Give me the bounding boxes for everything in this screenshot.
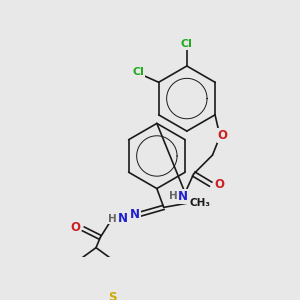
Text: H: H bbox=[108, 214, 117, 224]
Text: Cl: Cl bbox=[181, 39, 193, 49]
Text: N: N bbox=[130, 208, 140, 221]
Text: H: H bbox=[169, 191, 177, 201]
Text: O: O bbox=[214, 178, 224, 191]
Text: S: S bbox=[109, 291, 117, 300]
Text: O: O bbox=[218, 129, 228, 142]
Text: CH₃: CH₃ bbox=[189, 198, 210, 208]
Text: N: N bbox=[178, 190, 188, 203]
Text: N: N bbox=[118, 212, 128, 225]
Text: Cl: Cl bbox=[132, 67, 144, 77]
Text: O: O bbox=[70, 220, 80, 234]
